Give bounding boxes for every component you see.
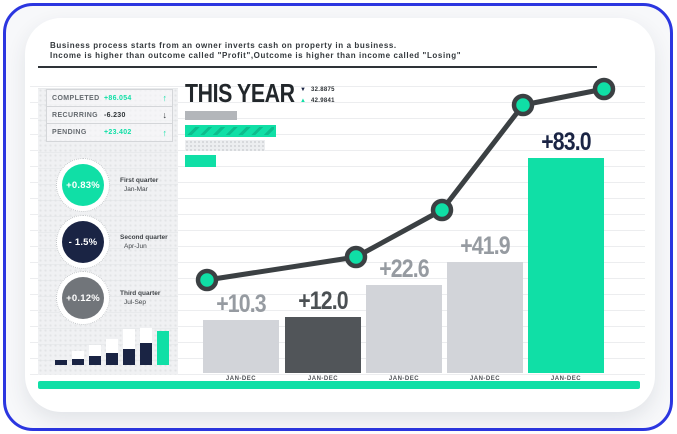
progress-bar-hatched-green — [185, 125, 276, 137]
stat-value: +86.054 — [104, 94, 132, 102]
mini-bar — [72, 351, 84, 365]
chart-title: THIS YEAR — [185, 78, 295, 108]
triangle-up-icon: ▲ — [300, 97, 306, 104]
quarter-badge: +0.83% — [62, 164, 104, 206]
quarter-caption: First quarter Jan-Mar — [120, 176, 158, 194]
quarter-range: Apr-Jun — [124, 243, 147, 250]
bar-category-label: JAN-DEC — [225, 376, 257, 382]
sidebar-panel: COMPLETED +86.054 ↑ RECURRING -6.230 ↓ P… — [38, 88, 178, 375]
stat-label: RECURRING — [52, 111, 98, 119]
bottom-accent-bar — [38, 381, 640, 389]
legend-value: 32.8875 — [310, 86, 335, 93]
mini-bar — [157, 331, 169, 365]
mini-bar — [89, 345, 101, 365]
bar-jan-dec-5 — [528, 158, 604, 373]
arrow-up-icon: ↑ — [162, 93, 168, 103]
header-text-line1: Business process starts from an owner in… — [50, 41, 397, 50]
bar-jan-dec-1 — [203, 320, 279, 373]
bar-value-label: +41.9 — [460, 232, 510, 260]
quarter-item-first: +0.83% First quarter Jan-Mar — [52, 157, 172, 213]
legend-row-down: ▼ 32.8875 — [300, 84, 335, 95]
quarter-range: Jan-Mar — [124, 186, 148, 193]
bar-value-label: +22.6 — [379, 255, 429, 283]
arrow-down-icon: ↓ — [162, 110, 168, 120]
stat-value: -6.230 — [104, 111, 126, 119]
bar-jan-dec-3 — [366, 285, 442, 373]
quarter-caption: Third quarter Jul-Sep — [120, 289, 160, 307]
bar-category-label: JAN-DEC — [550, 376, 582, 382]
header-divider — [38, 66, 597, 68]
quarter-badge: +0.12% — [62, 277, 104, 319]
stat-label: COMPLETED — [52, 94, 100, 102]
stat-value: +23.402 — [104, 129, 132, 136]
stat-row-pending: PENDING +23.402 ↑ — [47, 124, 172, 141]
bar-value-label: +83.0 — [541, 128, 591, 156]
mini-bar — [123, 329, 135, 365]
bar-value-label: +12.0 — [298, 287, 348, 315]
quarter-caption: Second quarter Apr-Jun — [120, 233, 168, 251]
progress-bar-green — [185, 155, 216, 167]
quarter-item-second: - 1.5% Second quarter Apr-Jun — [52, 214, 172, 270]
bar-category-label: JAN-DEC — [307, 376, 339, 382]
bar-category-label: JAN-DEC — [469, 376, 501, 382]
triangle-down-icon: ▼ — [300, 86, 306, 93]
arrow-up-icon: ↑ — [162, 127, 168, 138]
progress-bar-gray — [185, 111, 237, 120]
stats-table: COMPLETED +86.054 ↑ RECURRING -6.230 ↓ P… — [46, 89, 173, 142]
bar-category-label: JAN-DEC — [388, 376, 420, 382]
mini-bar — [140, 328, 152, 365]
stat-row-recurring: RECURRING -6.230 ↓ — [47, 107, 172, 124]
bar-jan-dec-4 — [447, 262, 523, 373]
quarter-title: Second quarter — [120, 234, 168, 241]
legend-value: 42.9841 — [310, 97, 335, 104]
chart-legend: ▼ 32.8875 ▲ 42.9841 — [300, 84, 335, 106]
bar-jan-dec-2 — [285, 317, 361, 373]
quarter-item-third: +0.12% Third quarter Jul-Sep — [52, 270, 172, 326]
quarter-range: Jul-Sep — [124, 299, 147, 306]
stat-row-completed: COMPLETED +86.054 ↑ — [47, 90, 172, 107]
header-text-line2: Income is higher than outcome called "Pr… — [50, 51, 462, 60]
mini-bar — [55, 360, 67, 365]
bar-value-label: +10.3 — [216, 290, 266, 318]
legend-row-up: ▲ 42.9841 — [300, 95, 335, 106]
quarter-title: Third quarter — [120, 290, 161, 297]
quarter-title: First quarter — [120, 177, 159, 184]
progress-bar-dotted — [185, 140, 265, 151]
quarter-badge: - 1.5% — [62, 221, 104, 263]
mini-bar — [106, 339, 118, 365]
stat-label: PENDING — [52, 129, 87, 136]
